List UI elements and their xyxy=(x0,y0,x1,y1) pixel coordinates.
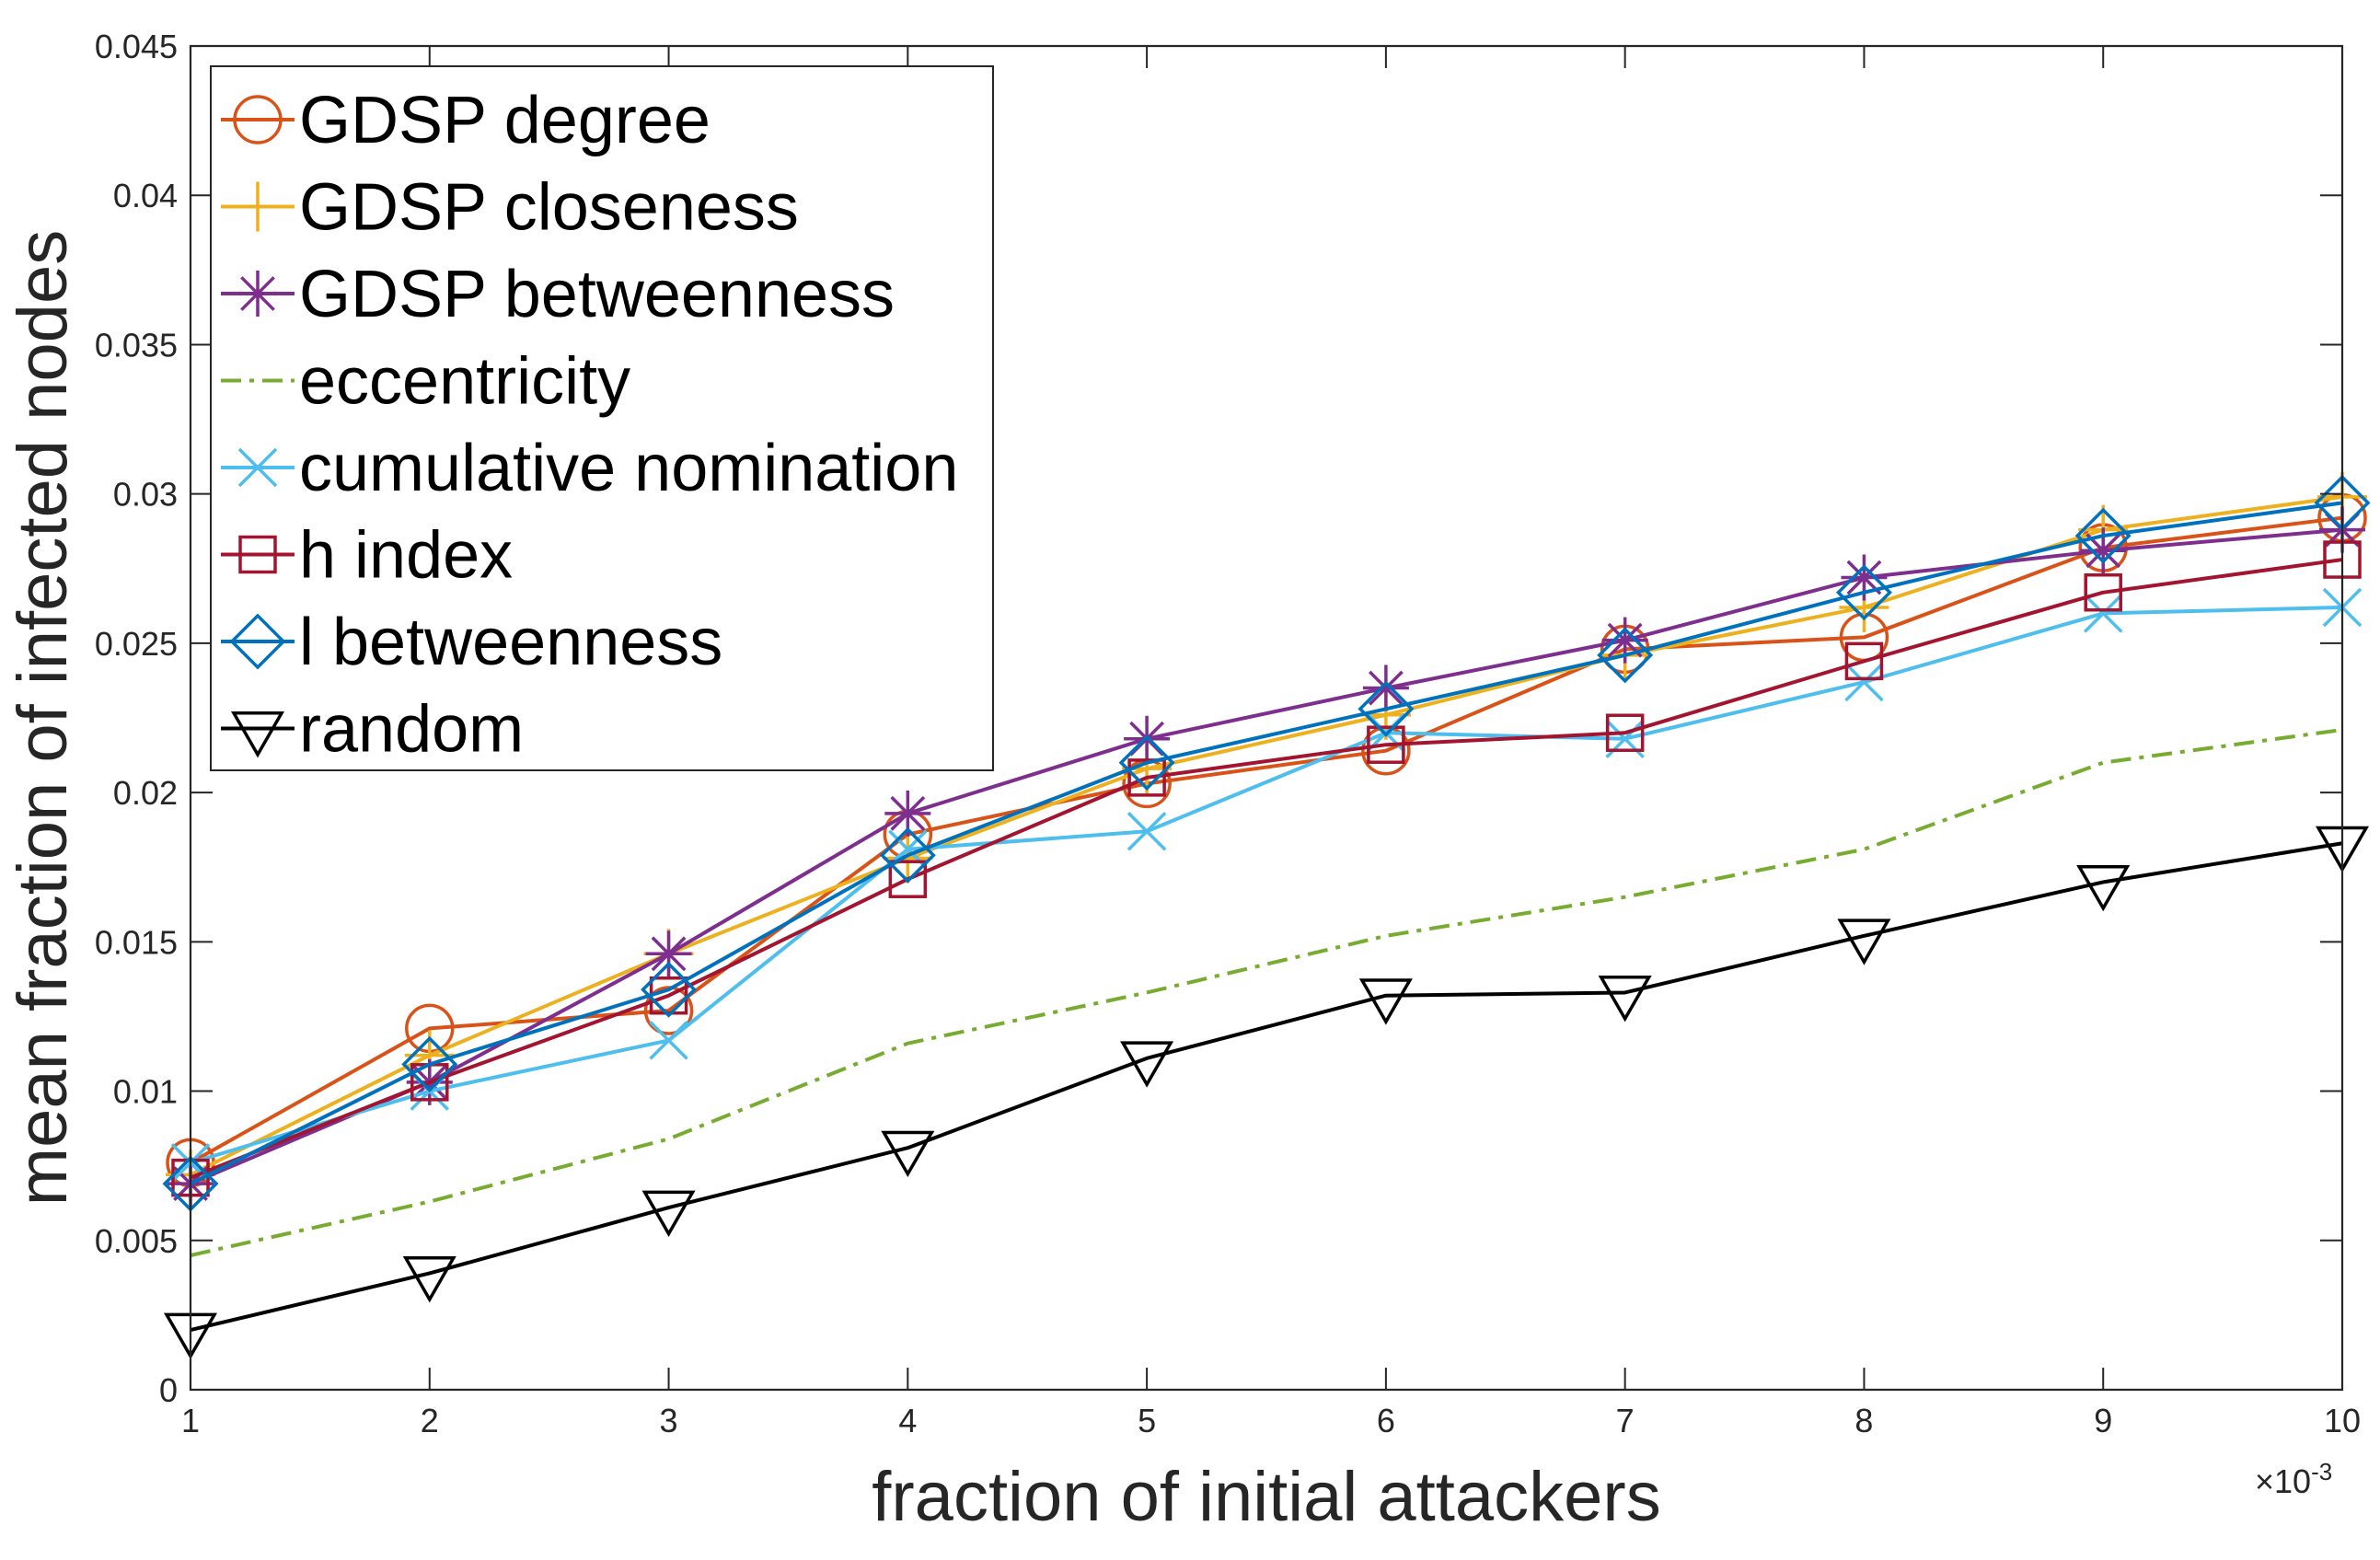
y-tick-label: 0.015 xyxy=(95,923,178,961)
x-tick-label: 2 xyxy=(421,1402,439,1439)
x-tick-label: 6 xyxy=(1377,1402,1395,1439)
legend-item: GDSP betweenness xyxy=(221,258,895,331)
y-tick-label: 0.025 xyxy=(95,625,178,663)
star-marker xyxy=(1362,664,1409,711)
x-tick-labels: 1 2 3 4 5 6 7 8 9 10 xyxy=(181,1402,2361,1439)
diamond-marker xyxy=(1597,627,1654,684)
legend-item: GDSP closeness xyxy=(221,171,799,245)
x-marker xyxy=(2083,594,2123,633)
plus-marker xyxy=(233,181,283,232)
y-tick-label: 0.045 xyxy=(95,28,178,65)
star-marker xyxy=(235,271,281,317)
star-marker xyxy=(1601,617,1648,664)
star-marker xyxy=(884,790,931,837)
diamond-marker xyxy=(1835,564,1892,621)
y-tick-label: 0.005 xyxy=(95,1222,178,1260)
y-tick-label: 0.035 xyxy=(95,326,178,364)
x-marker xyxy=(1844,662,1884,702)
legend: GDSP degree GDSP closeness GDSP betweennes… xyxy=(210,65,994,771)
y-tick-labels: 0 0.005 0.01 0.015 0.02 0.025 0.03 0.035 0.04 0.0… xyxy=(95,28,178,1409)
circle-marker xyxy=(233,95,283,144)
x-tick-label: 5 xyxy=(1138,1402,1156,1439)
star-marker xyxy=(2080,527,2127,574)
diamond-marker xyxy=(1118,734,1175,792)
series-eccentricity xyxy=(190,727,2343,1257)
x-marker xyxy=(237,447,278,488)
diamond-marker xyxy=(229,613,286,670)
square-marker xyxy=(1367,725,1405,764)
triangle-down-marker xyxy=(881,1130,935,1178)
legend-item: GDSP degree xyxy=(221,84,711,157)
legend-item: h index xyxy=(221,519,513,593)
series-line xyxy=(190,727,2343,1257)
legend-label: eccentricity xyxy=(299,345,630,419)
square-marker xyxy=(1605,713,1645,752)
square-marker xyxy=(1127,758,1166,797)
x-multiplier-base: ×10 xyxy=(2255,1462,2311,1500)
x-axis-label: fraction of initial attackers xyxy=(872,1458,1661,1536)
diamond-marker xyxy=(1358,680,1415,737)
x-tick-label: 9 xyxy=(2094,1402,2112,1439)
star-marker xyxy=(645,930,692,977)
x-tick-label: 1 xyxy=(181,1402,200,1439)
triangle-down-marker xyxy=(1598,976,1652,1023)
legend-label: GDSP betweenness xyxy=(299,258,895,331)
legend-label: GDSP closeness xyxy=(299,171,799,245)
series-line xyxy=(190,494,2343,1177)
x-tick-label: 8 xyxy=(1854,1402,1873,1439)
triangle-down-marker xyxy=(641,1190,696,1237)
x-tick-label: 10 xyxy=(2324,1402,2361,1439)
triangle-down-marker xyxy=(1837,919,1891,965)
legend-item: cumulative nomination xyxy=(221,432,958,505)
y-tick-label: 0 xyxy=(159,1371,178,1409)
square-marker xyxy=(1844,641,1884,681)
diamond-marker xyxy=(879,826,936,884)
star-marker xyxy=(1841,554,1888,601)
legend-item: random xyxy=(221,693,524,767)
diamond-marker xyxy=(2074,507,2132,564)
plus-marker xyxy=(883,833,933,884)
x-marker xyxy=(649,1021,688,1060)
series-line xyxy=(190,605,2343,1165)
square-marker xyxy=(238,535,277,574)
triangle-down-marker xyxy=(1358,978,1413,1025)
y-tick-label: 0.01 xyxy=(113,1073,178,1111)
legend-label: GDSP degree xyxy=(299,84,711,157)
triangle-down-marker xyxy=(230,711,285,758)
x-tick-label: 4 xyxy=(898,1402,917,1439)
x-tick-label: 7 xyxy=(1616,1402,1635,1439)
square-marker xyxy=(888,860,928,898)
y-tick-label: 0.03 xyxy=(113,476,178,514)
y-tick-label: 0.02 xyxy=(113,774,178,812)
y-axis-label: mean fraction of infected nodes xyxy=(4,230,82,1206)
triangle-down-marker xyxy=(402,1255,456,1303)
legend-label: random xyxy=(299,693,524,767)
legend-item: l betweenness xyxy=(221,606,722,679)
legend-label: cumulative nomination xyxy=(299,432,958,505)
y-tick-label: 0.04 xyxy=(113,177,178,214)
ticks-layer xyxy=(190,45,2343,1391)
series-line xyxy=(190,841,2343,1333)
square-marker xyxy=(2084,572,2122,612)
x-marker xyxy=(1126,812,1167,851)
legend-box xyxy=(210,65,994,771)
legend-label: h index xyxy=(299,519,513,593)
series-line xyxy=(190,501,2343,1185)
triangle-down-marker xyxy=(2076,864,2131,912)
series-l-betweenness xyxy=(162,474,2371,1212)
x-axis-multiplier: ×10-3 xyxy=(2255,1458,2332,1500)
legend-items: GDSP degree GDSP closeness GDSP betweennes… xyxy=(221,84,958,767)
diamond-marker xyxy=(641,961,698,1018)
x-tick-label: 3 xyxy=(660,1402,678,1439)
x-multiplier-exponent: -3 xyxy=(2311,1458,2332,1485)
series-h-index xyxy=(171,540,2362,1197)
legend-item: eccentricity xyxy=(221,345,630,419)
series-line xyxy=(190,558,2343,1180)
diamond-marker xyxy=(401,1035,458,1092)
triangle-down-marker xyxy=(1120,1041,1174,1088)
series-random xyxy=(163,826,2370,1359)
legend-label: l betweenness xyxy=(299,606,722,679)
